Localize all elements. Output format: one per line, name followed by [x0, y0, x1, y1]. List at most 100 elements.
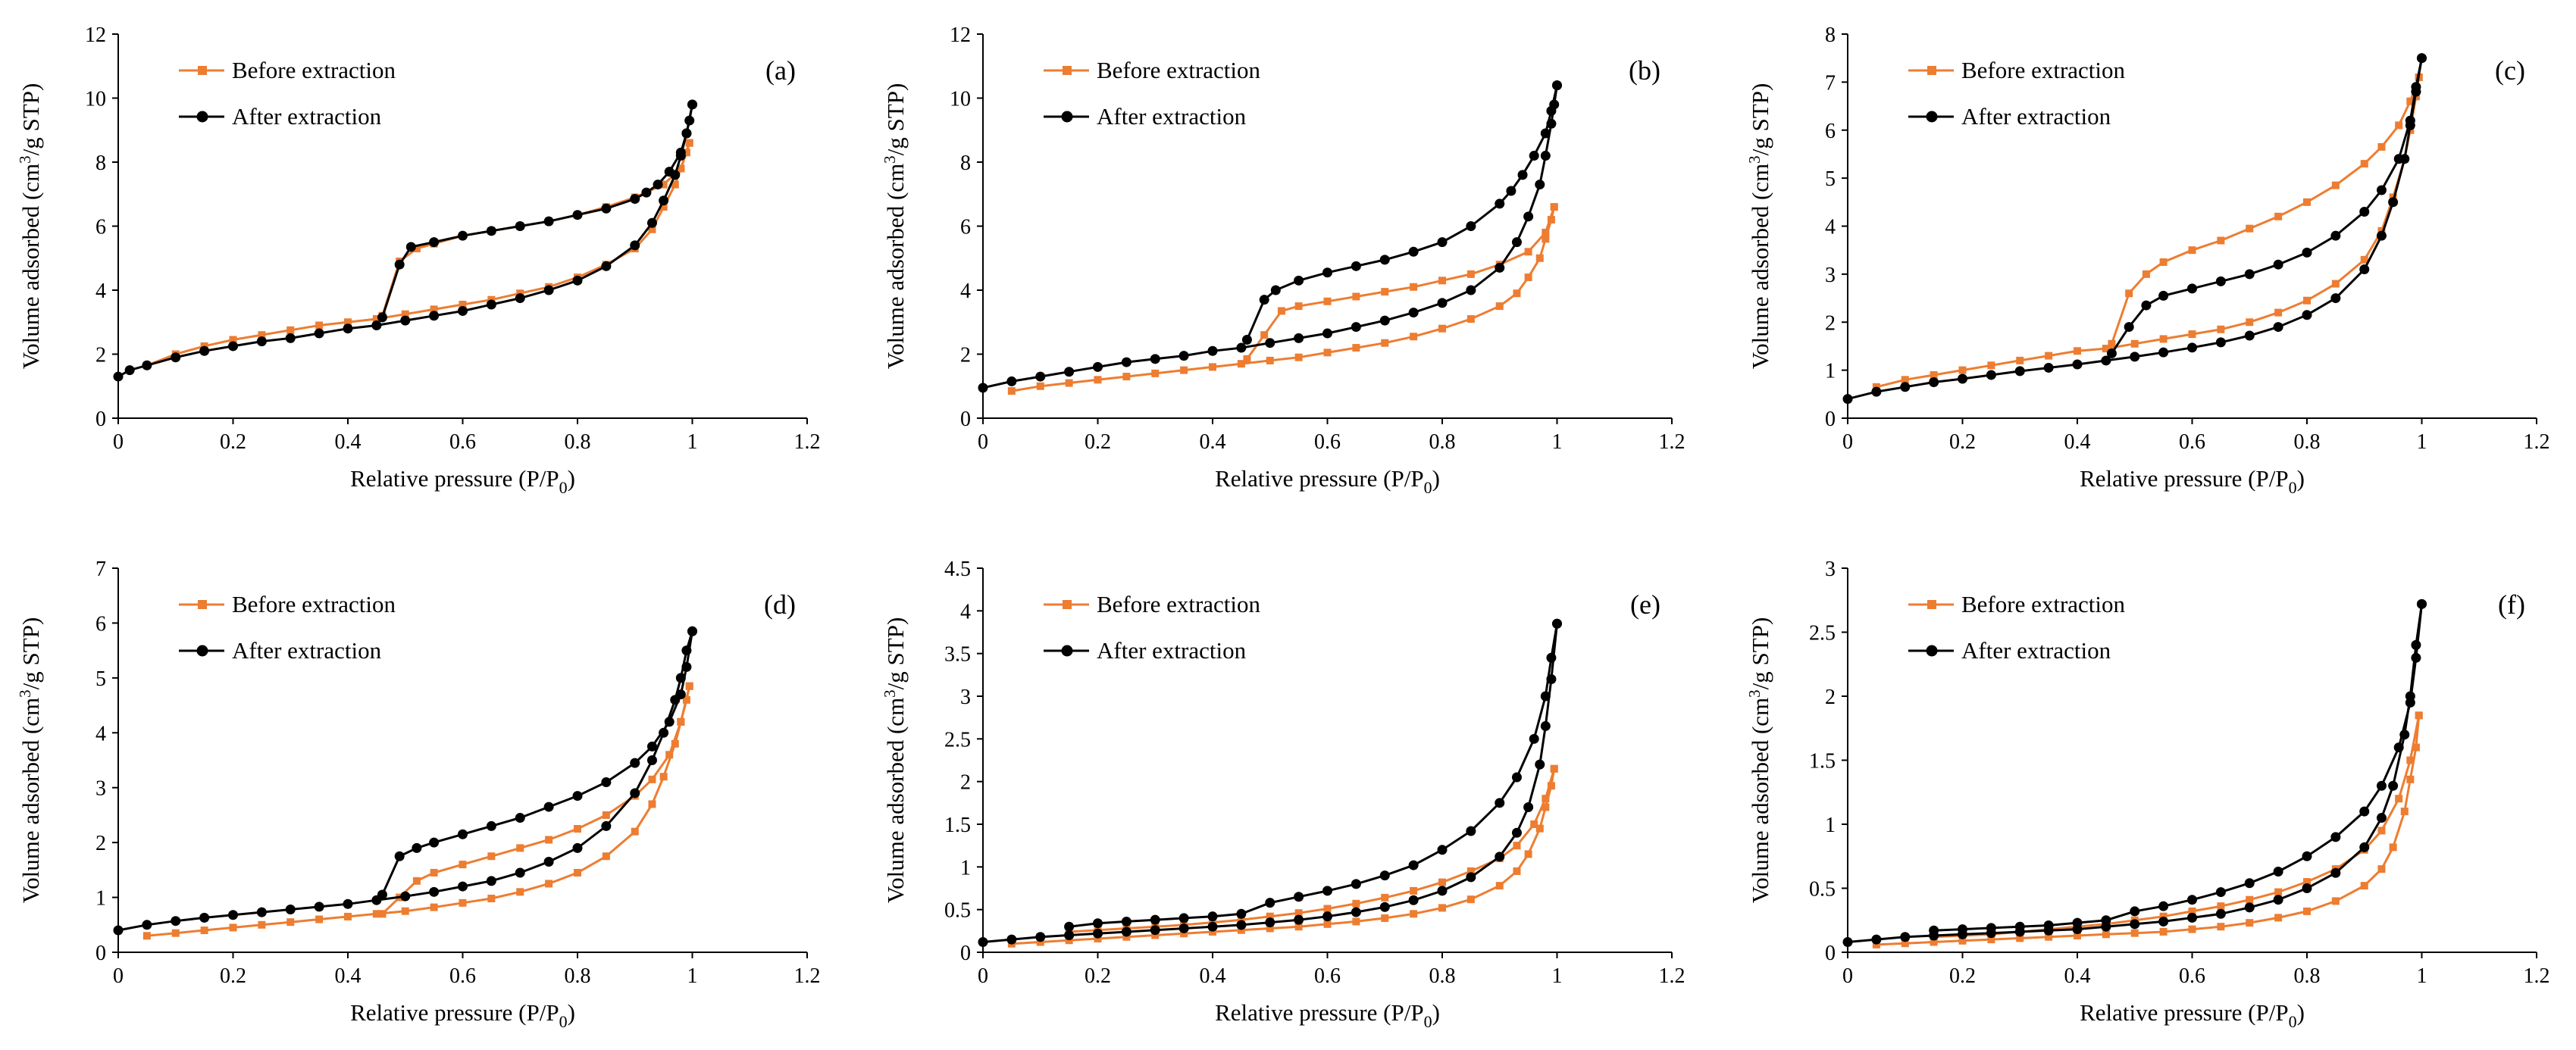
data-point — [1352, 917, 1360, 926]
data-point — [430, 903, 438, 911]
data-point — [1495, 302, 1504, 311]
data-point — [1323, 297, 1332, 305]
data-point — [1958, 373, 1967, 384]
panel-label: (c) — [2495, 55, 2525, 86]
data-point — [2302, 310, 2312, 320]
data-point — [631, 827, 639, 836]
data-point — [1006, 934, 1017, 945]
data-point — [1542, 228, 1550, 236]
y-tick-label: 3 — [1825, 558, 1836, 581]
y-tick-label: 2.5 — [1809, 622, 1836, 645]
legend-entry: Before extraction — [1908, 57, 2126, 83]
series-line-adsorption — [1847, 58, 2423, 401]
data-point — [2417, 53, 2427, 64]
data-point — [1266, 356, 1274, 364]
data-point — [574, 825, 581, 833]
data-point — [1466, 895, 1475, 904]
data-point — [2158, 916, 2169, 927]
data-point — [1987, 936, 1995, 944]
data-point — [2359, 264, 2370, 275]
data-point — [572, 275, 583, 286]
data-point — [2376, 813, 2387, 823]
data-point — [681, 128, 692, 139]
x-axis-label-main: Relative pressure (P/P — [1215, 465, 1424, 492]
y-axis-label-end: /g STP) — [1747, 83, 1773, 156]
data-point — [646, 741, 657, 752]
data-point — [1513, 867, 1521, 875]
data-point — [2187, 342, 2197, 353]
data-point — [2158, 347, 2169, 358]
data-point — [229, 336, 237, 344]
legend-marker — [1927, 600, 1936, 609]
data-point — [285, 905, 296, 915]
data-point — [1540, 151, 1551, 161]
y-tick-label: 4 — [95, 280, 106, 303]
x-axis-label-end: ) — [568, 465, 575, 492]
series-before-extraction — [1872, 711, 2423, 948]
data-point — [2405, 697, 2415, 708]
data-point — [1207, 921, 1218, 932]
data-point — [1381, 914, 1389, 922]
data-point — [601, 261, 612, 271]
data-point — [1466, 285, 1476, 295]
y-tick-label: 8 — [95, 152, 106, 175]
x-axis-label-main: Relative pressure (P/P — [350, 999, 559, 1026]
x-axis-label-end: ) — [1432, 999, 1440, 1026]
data-point — [572, 210, 583, 220]
x-tick-label: 1.2 — [794, 964, 821, 988]
data-point — [515, 867, 525, 878]
data-point — [2188, 330, 2196, 339]
y-tick-label: 7 — [95, 558, 106, 581]
data-point — [1266, 912, 1274, 920]
series-after-extraction — [1842, 53, 2427, 405]
y-tick-label: 1 — [960, 856, 971, 880]
y-tick-label: 0 — [95, 408, 106, 431]
data-point — [394, 259, 405, 270]
data-point — [2043, 920, 2054, 931]
data-point — [664, 167, 675, 177]
y-tick-label: 4 — [960, 600, 971, 623]
data-point — [486, 876, 496, 886]
data-point — [343, 323, 353, 334]
data-point — [377, 312, 387, 323]
data-point — [681, 661, 692, 672]
data-point — [1150, 354, 1160, 364]
data-point — [1495, 798, 1505, 808]
data-point — [2072, 917, 2083, 928]
data-point — [1294, 909, 1303, 917]
y-tick-label: 0.5 — [1809, 878, 1836, 902]
data-point — [1322, 328, 1332, 339]
data-point — [314, 328, 324, 339]
x-tick-label: 0.8 — [1429, 430, 1456, 454]
data-point — [1294, 333, 1304, 343]
x-axis-label-main: Relative pressure (P/P — [2080, 465, 2289, 492]
data-point — [1437, 845, 1448, 855]
data-point — [2411, 652, 2421, 663]
series-line-desorption — [1246, 85, 1558, 341]
data-point — [2388, 780, 2399, 791]
data-point — [1523, 802, 1534, 812]
y-axis-label-main: Volume adsorbed (cm — [882, 164, 909, 369]
data-point — [1550, 764, 1558, 773]
data-point — [659, 180, 668, 189]
data-point — [2074, 347, 2081, 355]
y-tick-label: 3 — [95, 777, 106, 801]
legend-label: Before extraction — [1961, 591, 2126, 617]
data-point — [1872, 940, 1880, 948]
series-line-desorption — [2110, 77, 2421, 345]
x-tick-label: 0.4 — [335, 430, 362, 454]
y-axis-label-superscript: 3 — [881, 689, 899, 698]
data-point — [1466, 872, 1476, 883]
data-point — [343, 898, 353, 909]
data-point — [486, 226, 496, 236]
data-point — [228, 341, 238, 352]
x-tick-label: 1 — [687, 430, 698, 454]
data-point — [377, 889, 387, 900]
y-axis-label-end: /g STP) — [1747, 617, 1773, 690]
data-point — [1511, 237, 1522, 248]
data-point — [2217, 236, 2225, 245]
data-point — [1064, 930, 1075, 940]
data-point — [1958, 924, 1967, 935]
data-point — [2244, 330, 2255, 341]
data-point — [1259, 295, 1269, 305]
